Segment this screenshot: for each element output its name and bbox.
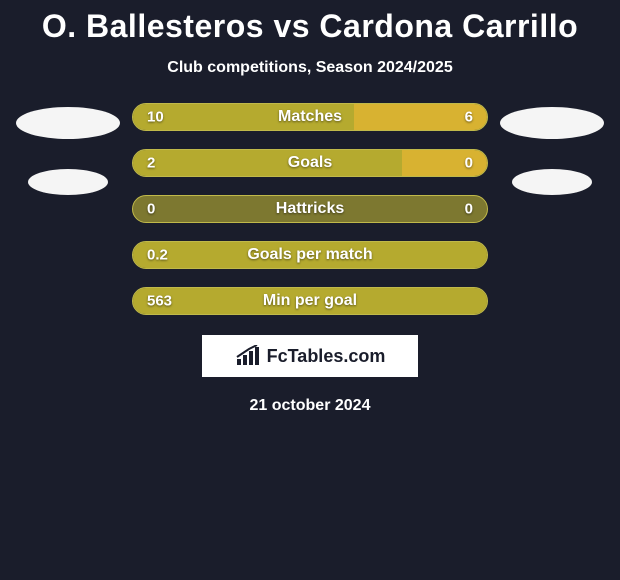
stat-bar: 0 0 Hattricks xyxy=(132,195,488,223)
date-text: 21 october 2024 xyxy=(0,397,620,415)
stats-wrap: 10 6 Matches 2 0 Goals 0 0 Hattricks 0.2 Goals per… xyxy=(0,103,620,315)
page-title: O. Ballesteros vs Cardona Carrillo xyxy=(0,8,620,45)
left-avatar-col xyxy=(8,103,128,195)
stat-left-value: 0 xyxy=(147,201,155,218)
stat-left-value: 10 xyxy=(147,109,164,126)
stat-right-value: 0 xyxy=(465,201,473,218)
right-club-badge xyxy=(512,169,592,195)
stat-bar: 0.2 Goals per match xyxy=(132,241,488,269)
left-player-avatar xyxy=(16,107,120,139)
bar-chart-icon xyxy=(235,345,261,367)
right-player-avatar xyxy=(500,107,604,139)
stat-label: Goals per match xyxy=(247,246,372,264)
stat-left-value: 0.2 xyxy=(147,247,168,264)
stat-label: Min per goal xyxy=(263,292,357,310)
bar-right-fill xyxy=(402,150,487,176)
stat-bar: 10 6 Matches xyxy=(132,103,488,131)
stat-bar: 563 Min per goal xyxy=(132,287,488,315)
stat-right-value: 0 xyxy=(465,155,473,172)
stat-left-value: 2 xyxy=(147,155,155,172)
stat-label: Matches xyxy=(278,108,342,126)
stat-label: Hattricks xyxy=(276,200,344,218)
stat-left-value: 563 xyxy=(147,293,172,310)
right-avatar-col xyxy=(492,103,612,195)
stat-label: Goals xyxy=(288,154,332,172)
stat-bar: 2 0 Goals xyxy=(132,149,488,177)
stat-right-value: 6 xyxy=(465,109,473,126)
stats-bars: 10 6 Matches 2 0 Goals 0 0 Hattricks 0.2 Goals per… xyxy=(128,103,492,315)
left-club-badge xyxy=(28,169,108,195)
bar-left-fill xyxy=(133,150,402,176)
subtitle: Club competitions, Season 2024/2025 xyxy=(0,59,620,77)
logo-text: FcTables.com xyxy=(267,346,386,367)
fctables-logo[interactable]: FcTables.com xyxy=(202,335,418,377)
